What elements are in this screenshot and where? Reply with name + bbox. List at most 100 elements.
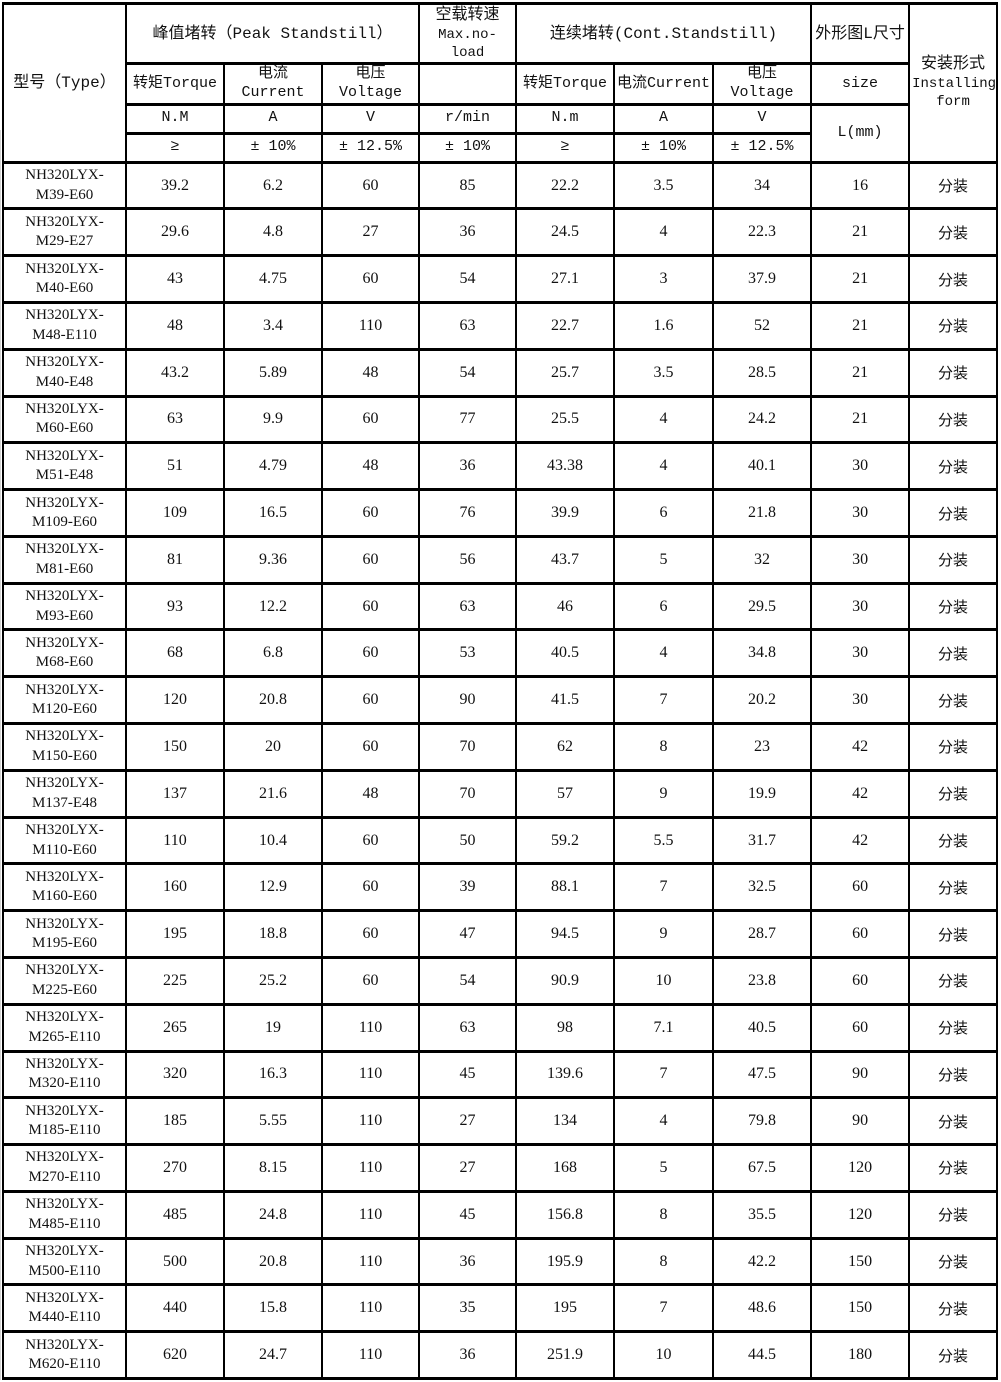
cell-peak-current: 9.9 [223, 394, 323, 445]
cell-peak-voltage: 110 [320, 1002, 421, 1053]
cell-size-length: 180 [810, 1330, 911, 1380]
cell-peak-torque: 48 [125, 301, 225, 351]
cell-cont-voltage: 19.9 [712, 768, 813, 819]
cell-cont-voltage: 48.6 [712, 1283, 813, 1334]
table-row: NH320LYX-M160-E60 160 12.9 60 39 88.1 7 … [2, 862, 999, 913]
cell-type: NH320LYX-M500-E110 [2, 1236, 127, 1287]
cell-cont-current: 7 [613, 675, 715, 726]
table-row: NH320LYX-M500-E110 500 20.8 110 36 195.9… [2, 1236, 999, 1287]
cell-peak-current: 12.9 [223, 862, 323, 913]
cell-peak-current: 12.2 [223, 581, 323, 632]
model-number: NH320LYX-M60-E60 [25, 400, 104, 437]
cell-cont-torque: 39.9 [515, 488, 616, 538]
cell-peak-current: 20.8 [223, 1236, 323, 1287]
cell-type: NH320LYX-M29-E27 [2, 207, 127, 258]
model-number: NH320LYX-M185-E110 [25, 1102, 104, 1139]
cell-peak-voltage: 110 [320, 1283, 421, 1334]
cell-cont-current: 3 [613, 254, 715, 305]
cell-cont-torque: 195.9 [515, 1236, 616, 1287]
table-row: NH320LYX-M93-E60 93 12.2 60 63 46 6 29.5… [2, 581, 999, 632]
cell-installing-form: 分装 [908, 581, 999, 632]
cell-peak-torque: 265 [125, 1002, 225, 1053]
cell-type: NH320LYX-M109-E60 [2, 488, 127, 538]
cell-peak-voltage: 60 [320, 160, 421, 211]
header-peak-current: 电流Current [223, 62, 323, 106]
cell-type: NH320LYX-M93-E60 [2, 581, 127, 632]
model-number: NH320LYX-M40-E60 [25, 260, 104, 297]
header-installing-form-en1: Installing [912, 76, 997, 93]
cell-max-noload-speed: 47 [418, 909, 518, 959]
cell-max-noload-speed: 36 [418, 441, 518, 492]
cell-installing-form: 分装 [908, 1330, 999, 1380]
cell-cont-current: 4 [613, 207, 715, 258]
cell-max-noload-speed: 45 [418, 1189, 518, 1240]
model-number: NH320LYX-M225-E60 [25, 962, 104, 998]
table-row: NH320LYX-M48-E110 48 3.4 110 63 22.7 1.6… [2, 301, 999, 351]
cell-peak-torque: 195 [125, 909, 225, 959]
cell-peak-torque: 185 [125, 1096, 225, 1147]
cell-cont-current: 3.5 [613, 160, 715, 211]
cell-installing-form: 分装 [908, 1049, 999, 1100]
cell-cont-current: 8 [613, 722, 715, 772]
cell-installing-form: 分装 [908, 768, 999, 819]
unit-size-length: L(mm) [810, 102, 911, 164]
cell-peak-torque: 109 [125, 488, 225, 538]
cell-peak-torque: 110 [125, 815, 225, 866]
cell-installing-form: 分装 [908, 347, 999, 398]
table-row: NH320LYX-M81-E60 81 9.36 60 56 43.7 5 32… [2, 534, 999, 585]
cell-cont-torque: 43.38 [515, 441, 616, 492]
cell-size-length: 150 [810, 1236, 911, 1287]
cell-cont-current: 9 [613, 768, 715, 819]
cell-size-length: 30 [810, 441, 911, 492]
table-row: NH320LYX-M485-E110 485 24.8 110 45 156.8… [2, 1189, 999, 1240]
model-number: NH320LYX-M150-E60 [25, 728, 104, 764]
header-installing-form-cn: 安装形式 [921, 55, 986, 74]
model-number: NH320LYX-M40-E48 [25, 354, 104, 390]
table-row: NH320LYX-M60-E60 63 9.9 60 77 25.5 4 24.… [2, 394, 999, 445]
cell-cont-torque: 25.7 [515, 347, 616, 398]
model-number: NH320LYX-M137-E48 [25, 775, 104, 811]
cell-type: NH320LYX-M265-E110 [2, 1002, 127, 1053]
cell-type: NH320LYX-M225-E60 [2, 955, 127, 1006]
cell-peak-torque: 440 [125, 1283, 225, 1334]
cell-size-length: 21 [810, 394, 911, 445]
model-number: NH320LYX-M48-E110 [25, 307, 104, 343]
cell-peak-torque: 270 [125, 1143, 225, 1193]
model-number: NH320LYX-M51-E48 [25, 447, 104, 484]
cell-cont-torque: 195 [515, 1283, 616, 1334]
cell-peak-voltage: 110 [320, 1143, 421, 1193]
cell-size-length: 30 [810, 534, 911, 585]
model-number: NH320LYX-M440-E110 [25, 1289, 104, 1326]
header-row-columns: 转矩Torque 电流Current 电压Voltage 转矩Torque 电流… [3, 62, 997, 106]
cell-cont-current: 9 [613, 909, 715, 959]
cell-cont-torque: 251.9 [515, 1330, 616, 1380]
cell-peak-torque: 150 [125, 722, 225, 772]
header-size-label: size [810, 62, 911, 106]
cell-max-noload-speed: 50 [418, 815, 518, 866]
cell-peak-current: 10.4 [223, 815, 323, 866]
header-row-units: N.M A V r/min N.m A V L(mm) [3, 102, 997, 164]
tolerance-cont-torque: ≥ [515, 131, 616, 164]
cell-cont-voltage: 29.5 [712, 581, 813, 632]
cell-max-noload-speed: 39 [418, 862, 518, 913]
model-number: NH320LYX-M485-E110 [25, 1196, 104, 1232]
cell-cont-torque: 134 [515, 1096, 616, 1147]
cell-peak-current: 5.55 [223, 1096, 323, 1147]
cell-cont-voltage: 23.8 [712, 955, 813, 1006]
cell-type: NH320LYX-M485-E110 [2, 1189, 127, 1240]
header-max-noload-cn: 空载转速 [435, 6, 500, 24]
cell-peak-torque: 500 [125, 1236, 225, 1287]
cell-peak-voltage: 110 [320, 1096, 421, 1147]
cell-max-noload-speed: 77 [418, 394, 518, 445]
cell-installing-form: 分装 [908, 254, 999, 305]
cell-max-noload-speed: 53 [418, 628, 518, 679]
cell-peak-voltage: 48 [320, 441, 421, 492]
cell-peak-current: 16.3 [223, 1049, 323, 1100]
cell-max-noload-speed: 45 [418, 1049, 518, 1100]
cell-cont-current: 8 [613, 1236, 715, 1287]
cell-installing-form: 分装 [908, 441, 999, 492]
cell-peak-current: 4.79 [223, 441, 323, 492]
cell-peak-voltage: 110 [320, 1236, 421, 1287]
cell-peak-voltage: 60 [320, 675, 421, 726]
cell-cont-current: 10 [613, 955, 715, 1006]
